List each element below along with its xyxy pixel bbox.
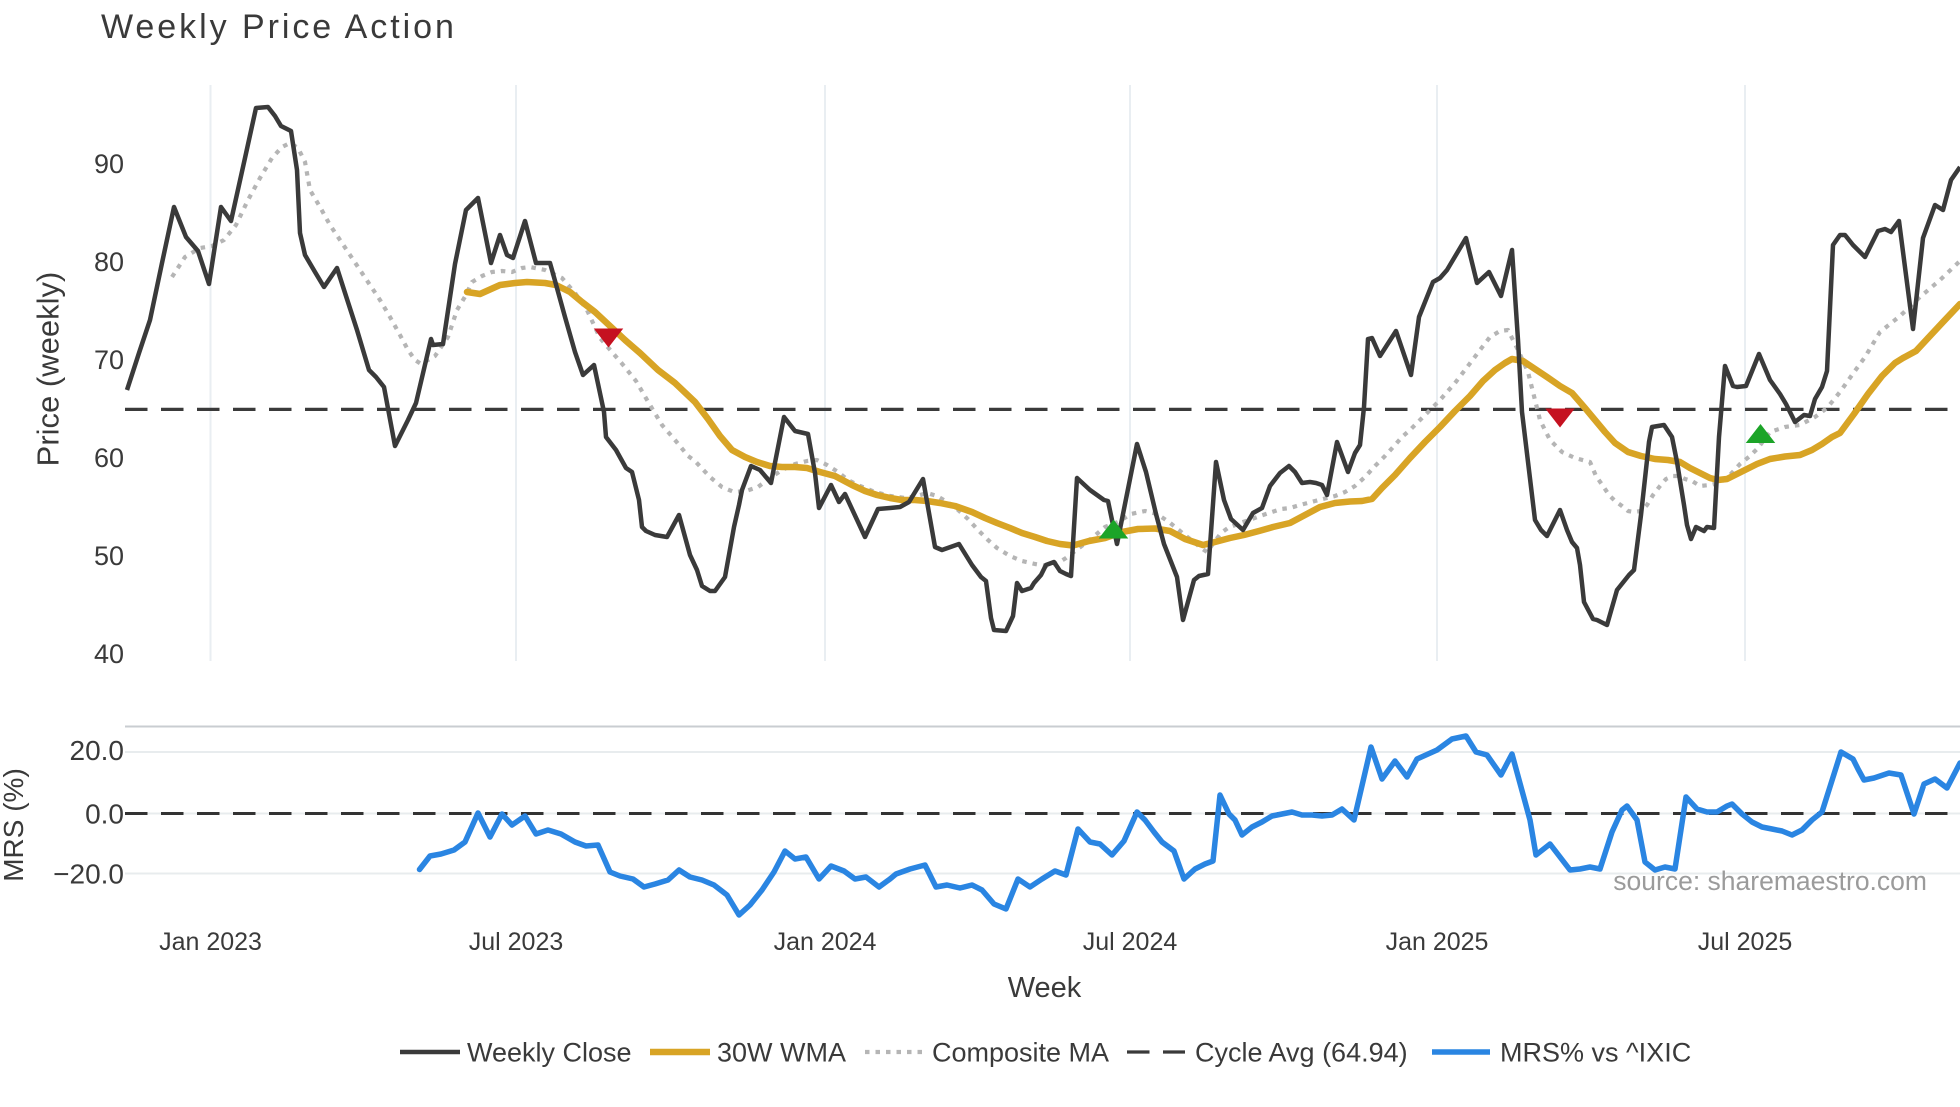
svg-text:30W WMA: 30W WMA (717, 1038, 846, 1068)
svg-text:Jan 2025: Jan 2025 (1386, 928, 1489, 956)
svg-text:Jan 2024: Jan 2024 (774, 928, 877, 956)
svg-text:MRS% vs ^IXIC: MRS% vs ^IXIC (1500, 1038, 1691, 1068)
svg-text:Cycle Avg (64.94): Cycle Avg (64.94) (1195, 1038, 1408, 1068)
svg-text:Jul 2023: Jul 2023 (469, 928, 564, 956)
svg-text:Weekly Price Action: Weekly Price Action (101, 8, 457, 46)
svg-text:source: sharemaestro.com: source: sharemaestro.com (1613, 866, 1927, 896)
svg-text:Price (weekly): Price (weekly) (31, 272, 66, 467)
svg-text:40: 40 (94, 639, 124, 669)
svg-text:Jul 2024: Jul 2024 (1083, 928, 1178, 956)
svg-text:Weekly Close: Weekly Close (467, 1038, 632, 1068)
svg-text:Week: Week (1008, 972, 1082, 1004)
svg-text:Composite MA: Composite MA (932, 1038, 1109, 1068)
svg-text:70: 70 (94, 345, 124, 375)
svg-text:0.0: 0.0 (85, 799, 124, 830)
svg-text:60: 60 (94, 443, 124, 473)
svg-text:Jan 2023: Jan 2023 (159, 928, 262, 956)
svg-text:80: 80 (94, 247, 124, 277)
svg-text:MRS (%): MRS (%) (0, 768, 29, 882)
svg-text:−20.0: −20.0 (53, 859, 124, 890)
svg-text:50: 50 (94, 541, 124, 571)
svg-text:20.0: 20.0 (70, 735, 125, 766)
svg-text:Jul 2025: Jul 2025 (1698, 928, 1793, 956)
svg-text:90: 90 (94, 149, 124, 179)
